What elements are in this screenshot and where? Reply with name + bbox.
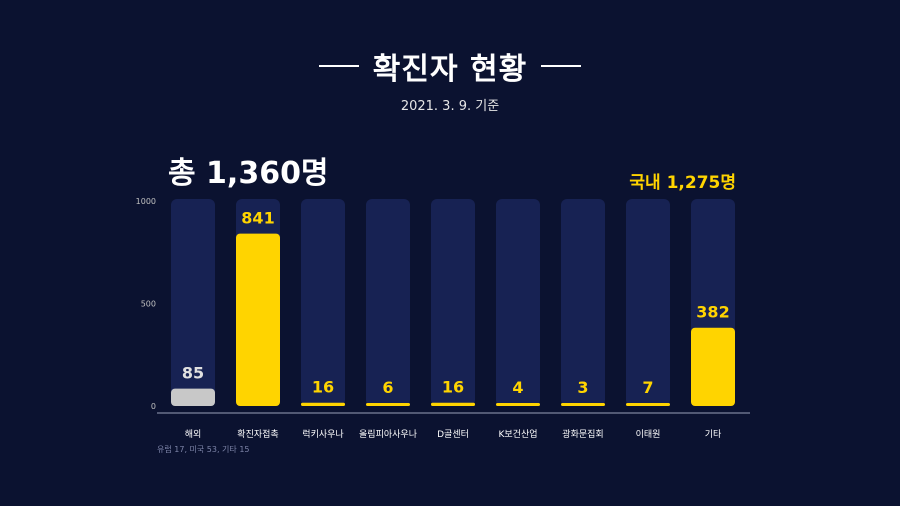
category-label: 확진자접촉	[237, 428, 278, 440]
data-label: 85	[182, 364, 204, 383]
category-label: 럭키사우나	[302, 428, 343, 440]
chart-subtitle: 2021. 3. 9. 기준	[400, 99, 500, 114]
y-tick-label: 0	[151, 402, 156, 411]
title-right-rule	[541, 65, 582, 67]
title-left-rule	[318, 65, 359, 67]
bar	[561, 403, 605, 406]
bar-track	[431, 199, 475, 406]
data-label: 3	[577, 378, 588, 397]
bar-track	[301, 199, 345, 406]
title-block: 확진자 현황	[0, 44, 900, 88]
y-tick-label: 500	[141, 300, 156, 309]
category-label: K보건산업	[498, 429, 537, 440]
bar	[236, 233, 280, 406]
chart-title: 확진자 현황	[372, 52, 528, 87]
bar	[431, 402, 475, 406]
bar-track	[561, 199, 605, 406]
bar-track	[366, 199, 410, 406]
bar	[301, 402, 345, 406]
data-label: 4	[512, 378, 523, 397]
data-label: 16	[312, 378, 334, 397]
data-label: 841	[241, 209, 274, 228]
total-count: 총 1,360명	[168, 156, 329, 191]
overseas-breakdown-note: 유럽 17, 미국 53, 기타 15	[157, 445, 250, 454]
category-label: 기타	[705, 429, 722, 440]
data-label: 6	[382, 378, 393, 397]
category-label: 해외	[185, 428, 202, 440]
bar	[171, 388, 215, 406]
category-label: 광화문집회	[562, 428, 603, 440]
bar	[626, 403, 670, 406]
data-label: 382	[696, 303, 729, 322]
data-label: 16	[442, 378, 464, 397]
category-label: 올림피아사우나	[359, 428, 417, 440]
bar	[496, 403, 540, 406]
bar	[366, 403, 410, 406]
domestic-count: 국내 1,275명	[629, 173, 736, 193]
y-tick-label: 1000	[136, 197, 156, 206]
data-label: 7	[642, 378, 653, 397]
category-label: 이태원	[636, 429, 661, 440]
bar-track	[171, 199, 215, 406]
bar	[691, 327, 735, 406]
bar-track	[496, 199, 540, 406]
category-label: D골센터	[437, 429, 469, 440]
bar-track	[626, 199, 670, 406]
